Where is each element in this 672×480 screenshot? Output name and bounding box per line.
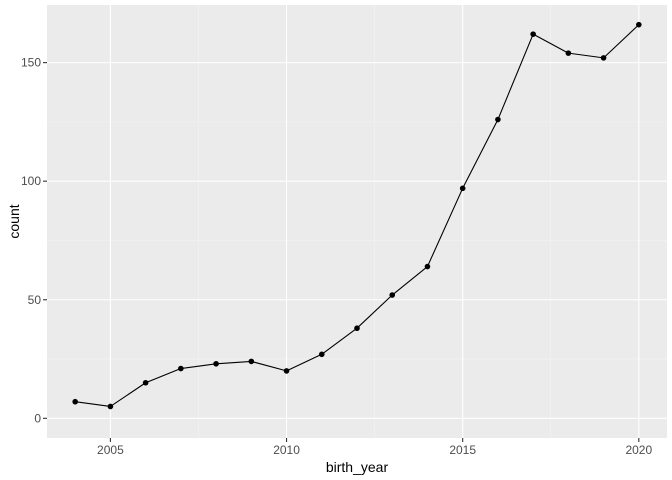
x-axis-tick-labels: 2005 2010 2015 2020 bbox=[97, 443, 652, 457]
x-tick-label: 2010 bbox=[273, 443, 300, 457]
data-point bbox=[424, 263, 431, 270]
x-tick-label: 2005 bbox=[97, 443, 124, 457]
data-point bbox=[72, 398, 78, 405]
major-gridlines-y bbox=[47, 62, 667, 419]
data-point bbox=[600, 55, 607, 61]
plot-panel bbox=[47, 5, 667, 438]
major-gridlines-x bbox=[109, 5, 640, 438]
data-point bbox=[495, 116, 501, 123]
data-point bbox=[389, 292, 396, 298]
y-tick-label: 150 bbox=[21, 56, 41, 70]
data-point bbox=[248, 358, 255, 365]
data-point bbox=[636, 21, 642, 28]
x-tick-label: 2020 bbox=[625, 443, 652, 457]
data-point bbox=[354, 325, 360, 332]
y-tick-label: 50 bbox=[28, 293, 42, 307]
x-tick-label: 2015 bbox=[449, 443, 476, 457]
data-point bbox=[459, 185, 466, 192]
x-axis-ticks bbox=[109, 438, 640, 442]
data-point bbox=[318, 351, 325, 358]
y-axis-ticks bbox=[43, 62, 47, 419]
y-axis-title: count bbox=[6, 204, 22, 238]
data-point bbox=[530, 31, 536, 37]
data-point bbox=[142, 379, 149, 386]
y-tick-label: 100 bbox=[21, 174, 41, 188]
data-point bbox=[178, 365, 184, 372]
data-point bbox=[107, 403, 114, 410]
data-point bbox=[213, 360, 219, 367]
data-point bbox=[565, 50, 572, 56]
series-points bbox=[72, 21, 642, 410]
data-point bbox=[283, 368, 290, 374]
y-tick-label: 0 bbox=[34, 411, 41, 425]
x-axis-title: birth_year bbox=[326, 459, 389, 475]
y-axis-tick-labels: 0 50 100 150 bbox=[21, 56, 41, 426]
minor-gridlines-y bbox=[47, 121, 667, 360]
